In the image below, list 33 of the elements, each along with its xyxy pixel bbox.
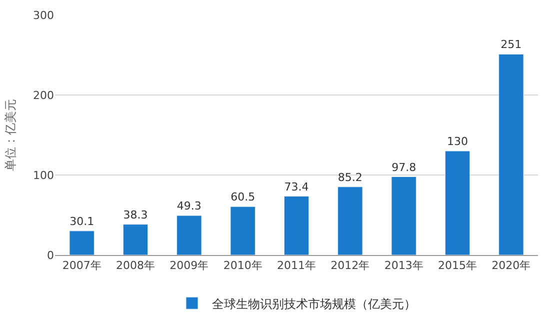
bar	[230, 206, 256, 255]
y-tick-label: 100	[33, 168, 54, 182]
x-tick-label: 2012年	[330, 259, 370, 272]
bar	[284, 196, 310, 255]
y-tick-label: 0	[47, 248, 54, 262]
bar	[391, 176, 416, 255]
bar	[444, 150, 470, 255]
y-tick-label: 300	[33, 8, 54, 22]
data-label: 49.3	[176, 200, 202, 213]
y-tick-label: 200	[33, 88, 54, 102]
data-label: 60.5	[230, 190, 256, 204]
bar	[176, 215, 202, 255]
data-label: 30.1	[70, 214, 94, 228]
data-label: 85.2	[338, 170, 362, 184]
data-label: 251	[500, 38, 522, 52]
x-tick-label: 2020年	[492, 259, 531, 272]
x-tick-label: 2010年	[223, 259, 262, 272]
data-label: 97.8	[392, 160, 416, 174]
bar	[498, 54, 524, 255]
legend-label: 全球生物识别技术市场规模（亿美元）	[212, 296, 416, 311]
x-tick-label: 2008年	[116, 259, 155, 272]
y-axis-title: 单位：亿美元	[3, 99, 18, 171]
data-label: 130	[447, 135, 468, 148]
bar	[69, 230, 94, 255]
bar	[122, 224, 148, 255]
x-tick-label: 2013年	[384, 259, 424, 272]
x-tick-label: 2007年	[62, 259, 102, 272]
x-tick-label: 2015年	[438, 259, 477, 272]
x-tick-label: 2009年	[170, 259, 209, 272]
x-tick-label: 2011年	[277, 259, 316, 272]
bar	[338, 186, 363, 255]
data-label: 73.4	[284, 180, 309, 194]
data-label: 38.3	[123, 208, 148, 222]
